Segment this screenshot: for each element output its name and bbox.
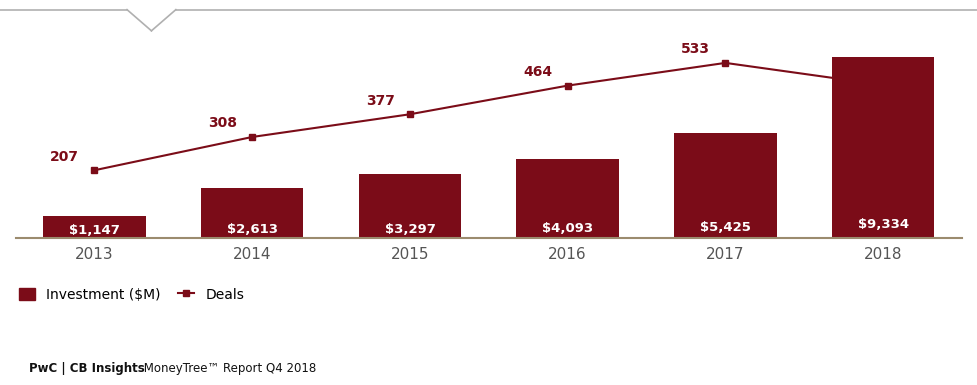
Text: $9,334: $9,334 [858,218,909,231]
Text: $1,147: $1,147 [69,224,120,238]
Text: $2,613: $2,613 [227,223,277,236]
Bar [517,159,619,238]
Text: $5,425: $5,425 [700,221,751,234]
Text: $4,093: $4,093 [542,222,593,235]
Text: 466: 466 [839,64,868,79]
Text: 207: 207 [51,150,79,164]
Text: PwC | CB Insights: PwC | CB Insights [29,362,145,375]
Legend: Investment ($M), Deals: Investment ($M), Deals [13,282,250,307]
Text: 533: 533 [681,42,710,56]
Text: 377: 377 [365,94,395,108]
Bar [201,187,304,238]
Text: $3,297: $3,297 [385,223,436,236]
Text: 464: 464 [524,65,553,79]
Text: MoneyTree™ Report Q4 2018: MoneyTree™ Report Q4 2018 [140,362,316,375]
Text: 308: 308 [208,116,237,131]
Bar [43,216,146,238]
Bar [674,133,777,238]
Bar [359,174,461,238]
Bar [831,57,934,238]
